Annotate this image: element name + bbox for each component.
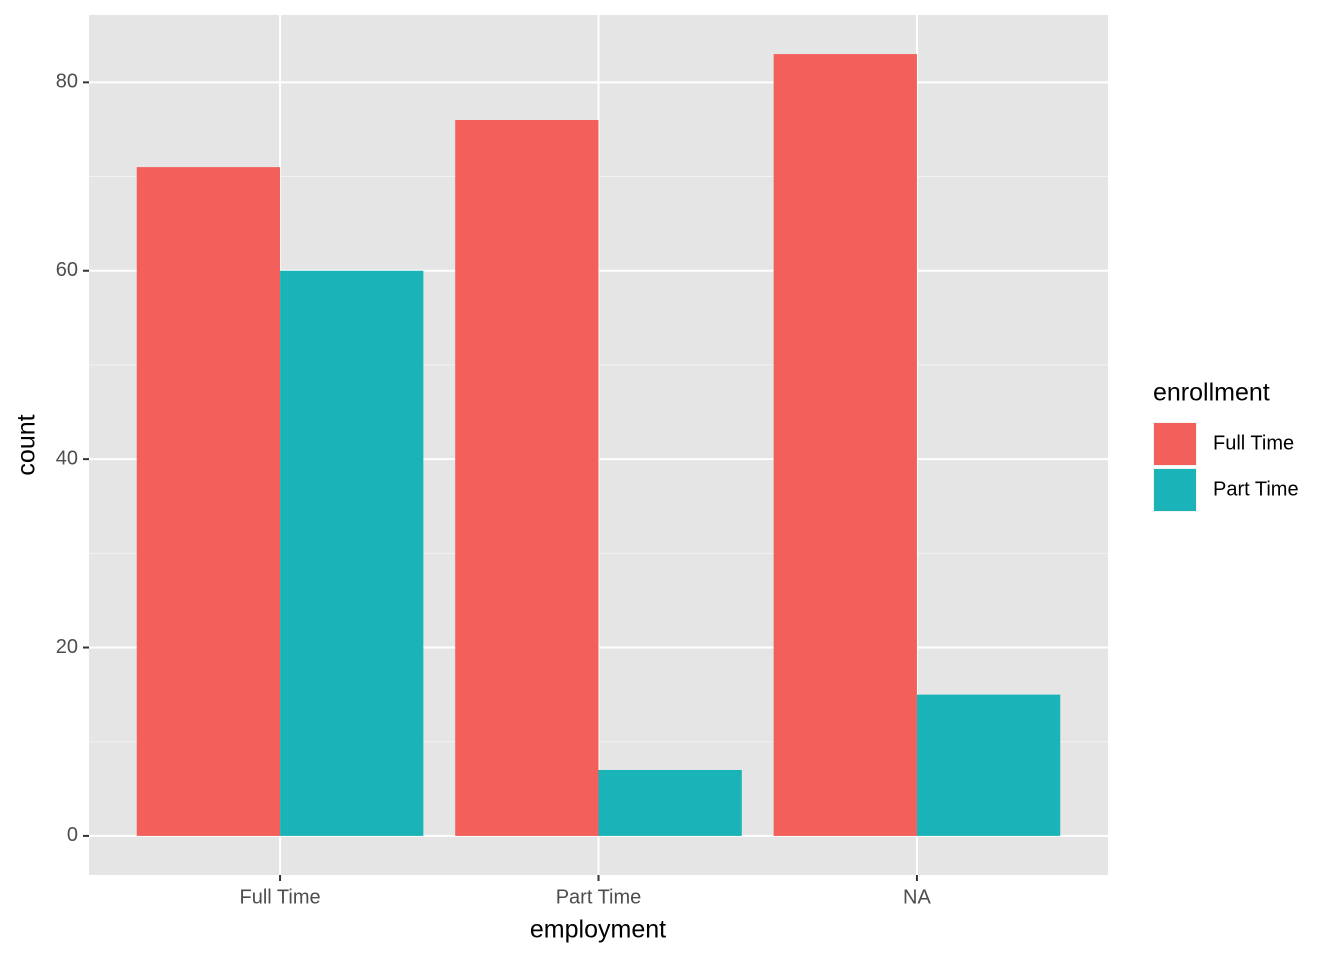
y-tick-label: 40	[56, 447, 78, 469]
x-axis-title: employment	[530, 916, 666, 944]
x-tick-label: Part Time	[556, 886, 642, 908]
x-tick-label: Full Time	[240, 886, 321, 908]
bar	[598, 769, 742, 836]
legend-key	[1154, 469, 1196, 511]
x-tick-label: NA	[903, 886, 931, 908]
legend-label: Full Time	[1213, 432, 1294, 454]
y-tick-label: 60	[56, 259, 78, 281]
y-tick-label: 80	[56, 71, 78, 93]
legend-label: Part Time	[1213, 478, 1299, 500]
y-tick-label: 20	[56, 636, 78, 658]
legend-key	[1154, 423, 1196, 465]
legend-title: enrollment	[1153, 379, 1270, 407]
bar	[280, 270, 424, 836]
y-axis-title: count	[13, 414, 41, 475]
bar	[455, 120, 599, 836]
bar	[136, 167, 281, 836]
y-tick-label: 0	[67, 824, 78, 846]
bar	[773, 54, 917, 836]
bar	[916, 694, 1061, 836]
